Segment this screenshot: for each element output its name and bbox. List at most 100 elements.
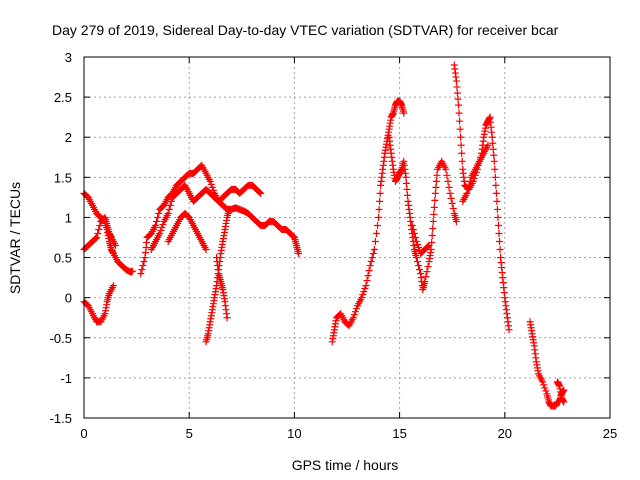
data-point [352,305,360,313]
data-point [368,254,376,262]
x-tick-label: 10 [287,426,301,441]
y-tick-label: 1.5 [54,170,72,185]
ticks-layer: 0 5 10 15 20 25 -1.5 -1 -0.5 0 0.5 1 1.5 2 2.5 3 [50,50,618,441]
data-point [495,229,503,237]
data-point [444,177,452,185]
data-point [93,234,101,241]
data-point [456,125,464,133]
data-point [358,294,366,302]
data-point [447,194,455,202]
data-point [455,109,463,117]
data-point [412,238,420,246]
data-point [427,246,435,254]
data-point [541,384,549,392]
data-point [453,89,461,97]
data-point [491,173,499,181]
data-point [371,238,379,246]
y-tick-label: 0 [65,291,72,306]
data-point [96,221,104,229]
data-point [139,262,147,270]
data-point [428,231,436,239]
data-point [158,223,166,231]
data-point [540,381,548,389]
data-point [408,221,416,229]
data-point [422,273,430,281]
data-point [505,326,513,334]
data-point [156,229,164,237]
data-point [458,157,466,165]
data-point [416,266,424,274]
data-point [492,181,500,189]
series-track-15 [553,378,568,406]
data-point [484,141,492,149]
series-track-12 [450,61,513,334]
data-point [445,183,453,191]
data-point [256,188,264,196]
series-track-11 [408,221,433,258]
data-point [431,189,439,197]
data-point [465,181,473,189]
data-point [109,282,117,290]
data-point [402,173,410,181]
data-point [376,197,384,205]
series-track-5 [147,181,265,254]
data-point [350,311,358,319]
data-point [159,220,167,228]
data-point [157,226,165,234]
data-point [223,314,231,322]
data-point [375,213,383,221]
data-point [366,262,374,270]
plot-frame [83,56,611,419]
x-tick-label: 15 [392,426,406,441]
y-tick-label: 2.5 [54,90,72,105]
data-point [413,258,421,266]
data-point [429,224,437,232]
data-point [496,246,504,254]
data-point [454,95,462,103]
x-tick-label: 5 [186,426,193,441]
data-point [542,387,550,395]
data-point [361,285,369,293]
series-track-3 [80,282,117,326]
data-point [448,199,456,207]
data-point [449,204,457,212]
data-point [443,171,451,179]
x-tick-label: 20 [498,426,512,441]
series-track-13 [459,141,492,205]
data-point [128,267,136,275]
data-point [413,241,421,249]
series-track-10 [385,133,460,294]
data-point [370,246,378,254]
data-point [138,266,146,274]
series-track-2 [80,213,120,254]
y-tick-label: -1.5 [50,411,72,426]
data-point [257,189,265,197]
data-point [206,177,214,185]
data-point [402,179,410,187]
data-point [494,221,502,229]
y-axis-label: SDTVAR / TECUs [7,182,23,294]
data-point [415,262,423,270]
x-axis-label: GPS time / hours [292,457,399,473]
data-point [137,270,145,278]
y-tick-label: 0.5 [54,251,72,266]
data-point [490,151,498,159]
data-point [452,217,460,225]
y-tick-label: 1 [65,210,72,225]
data-point [412,254,420,262]
data-point [208,183,216,191]
data-point [154,213,162,221]
data-point [167,197,175,205]
data-point [494,213,502,221]
data-point [496,238,504,246]
data-point [455,101,463,109]
data-point [453,83,461,91]
data-point [92,235,100,243]
data-point [425,242,433,250]
series-track-6 [164,209,210,254]
y-tick-label: -1 [60,371,72,386]
data-point [359,291,367,299]
data-point [367,258,375,266]
series-track-4 [137,161,303,278]
